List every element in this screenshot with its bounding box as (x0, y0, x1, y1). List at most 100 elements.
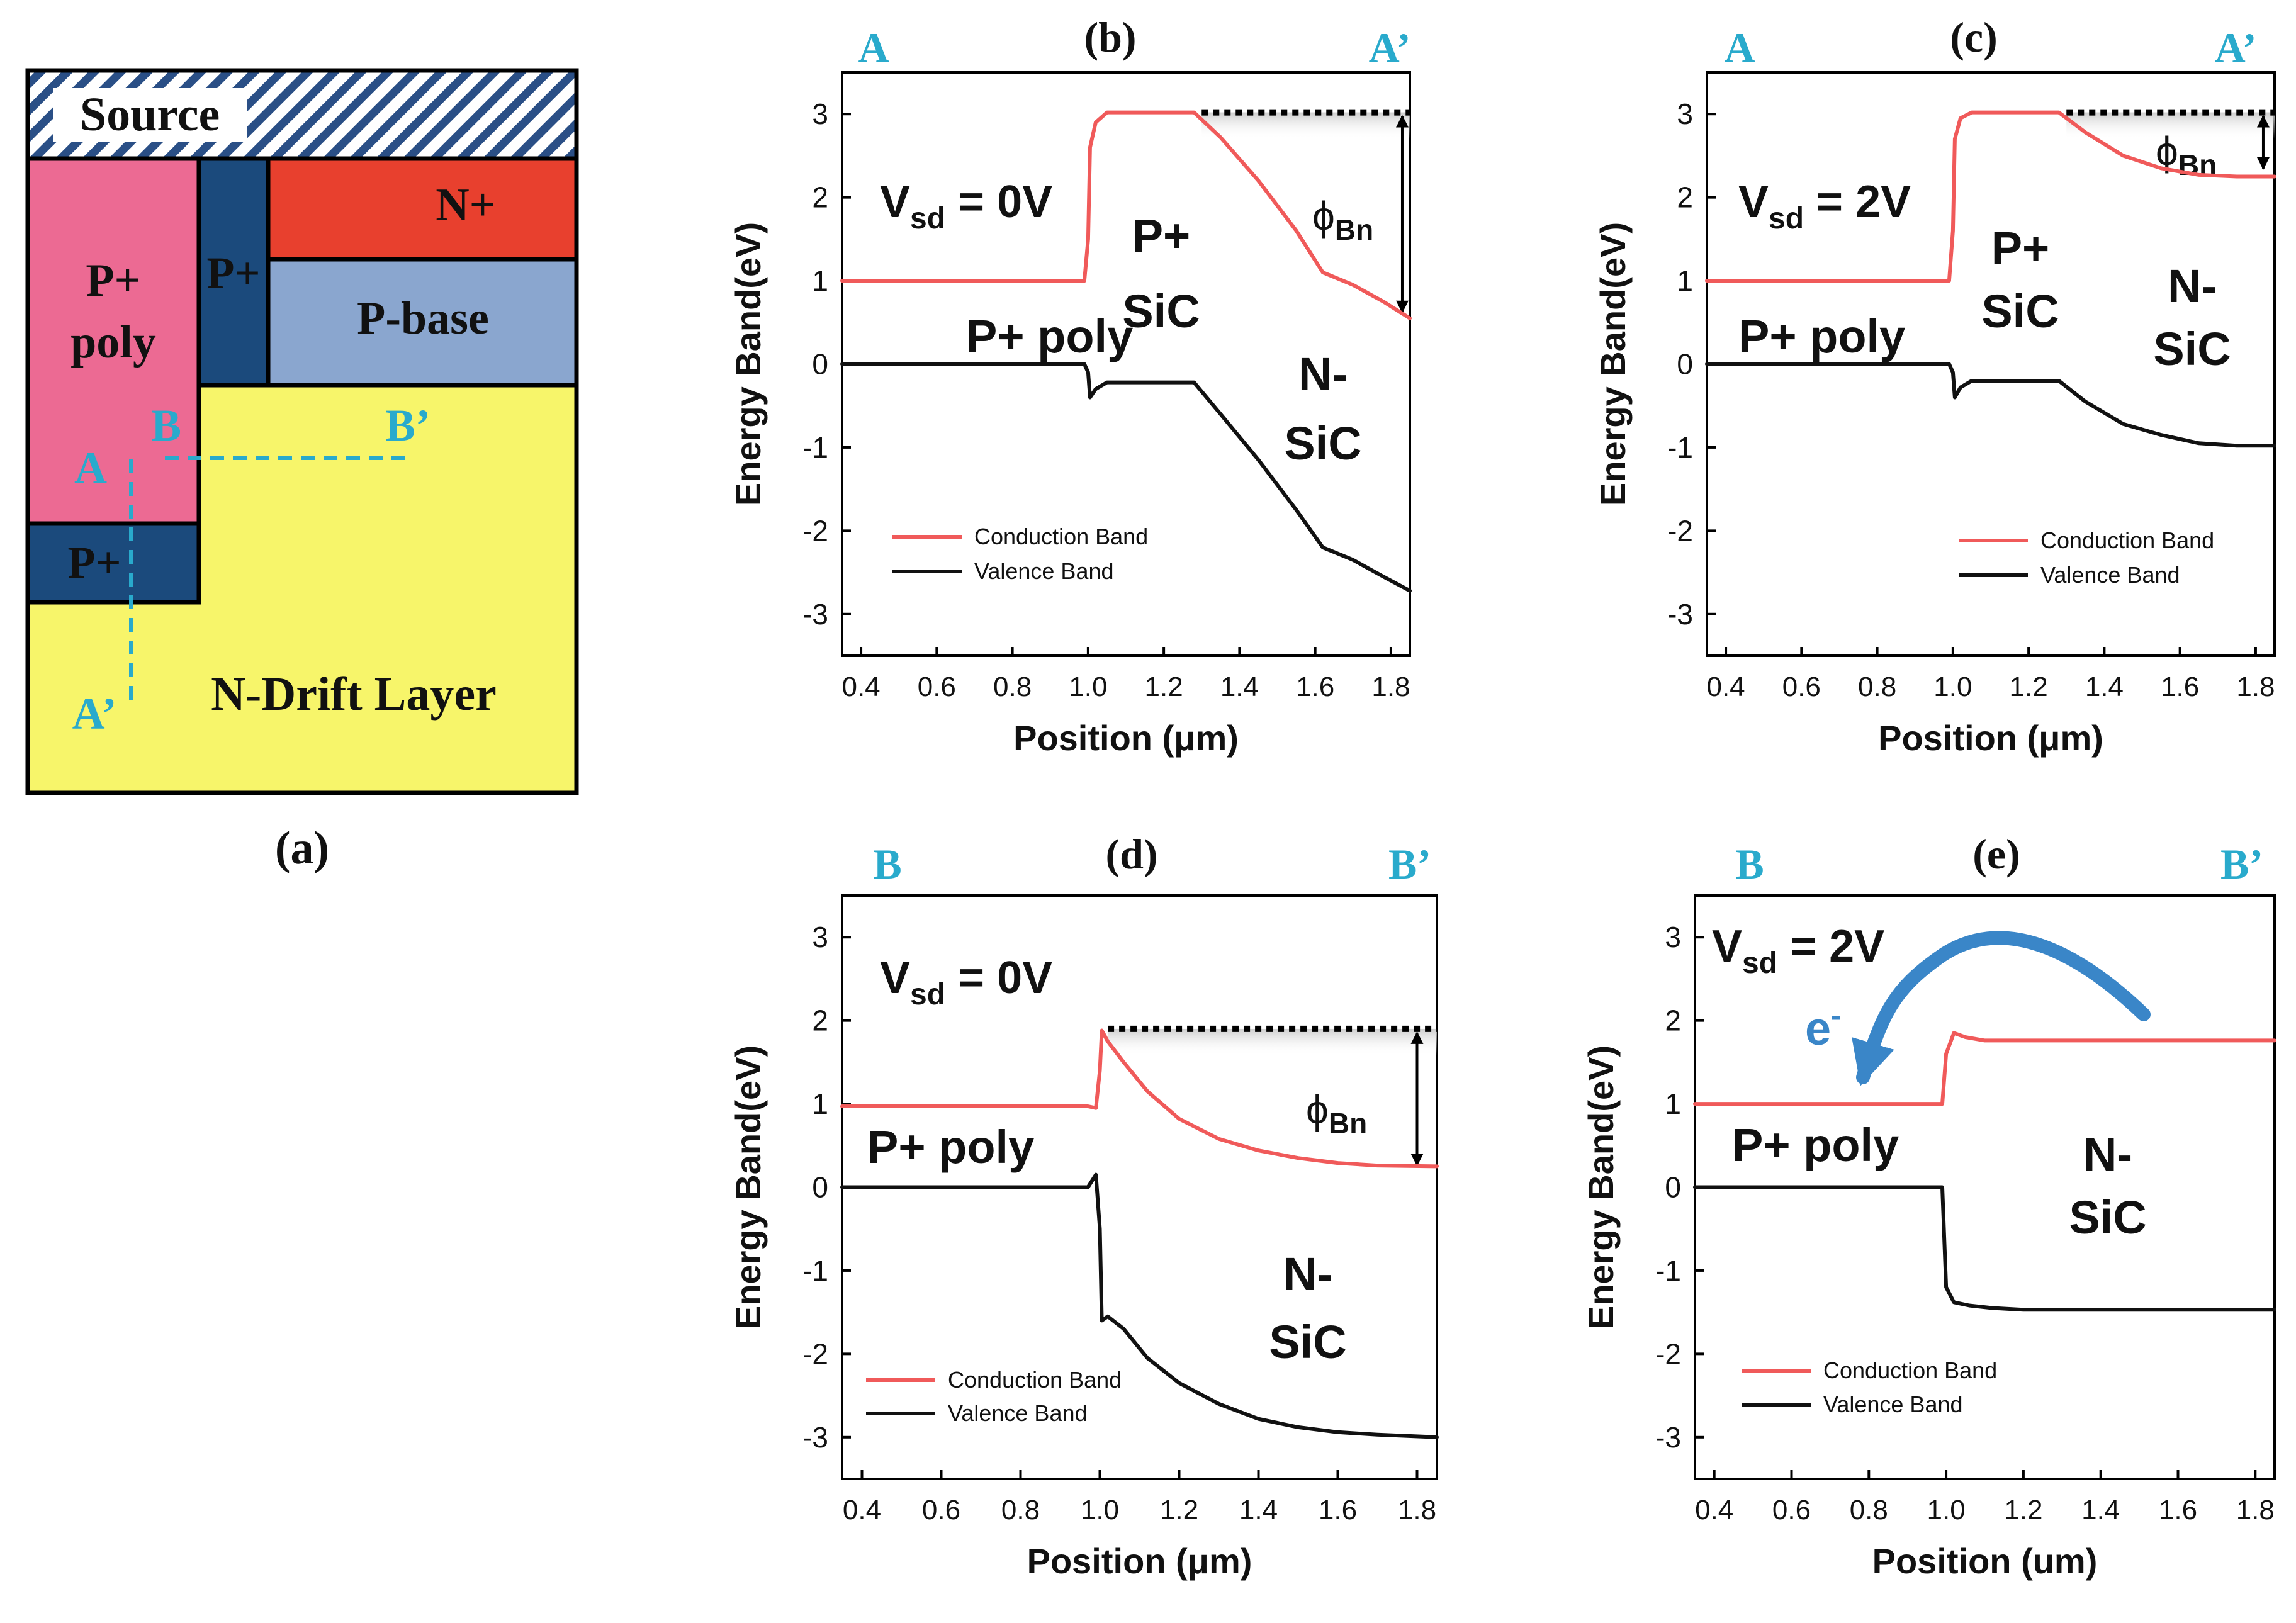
y-tick-label: -3 (802, 598, 828, 631)
x-tick-label: 1.8 (1398, 1495, 1436, 1525)
p-plus-lower-label: P+ (67, 537, 121, 588)
barrier-shading (1201, 112, 1410, 139)
region-label: SiC (1981, 285, 2059, 337)
region-label: SiC (2069, 1191, 2146, 1244)
voltage-label: Vsd = 0V (880, 177, 1052, 235)
barrier-shading (1108, 1028, 1437, 1055)
region-label: SiC (1284, 417, 1361, 469)
y-tick-label: -3 (1667, 598, 1693, 631)
x-tick-label: 1.4 (1220, 671, 1259, 702)
legend-entry: Conduction Band (2040, 527, 2214, 553)
y-tick-label: 2 (1677, 181, 1693, 214)
right-cut-marker: A’ (2215, 24, 2257, 72)
voltage-label: Vsd = 2V (1738, 177, 1911, 235)
valence-band-line (840, 362, 1412, 593)
y-axis-label: Energy Band(eV) (1581, 1045, 1621, 1329)
n-drift-label: N-Drift Layer (211, 668, 497, 721)
x-tick-label: 1.2 (1160, 1495, 1198, 1525)
x-tick-label: 1.2 (1145, 671, 1183, 702)
p-poly-label-line2: poly (70, 317, 156, 368)
y-tick-label: 0 (1677, 348, 1693, 381)
region-label: P+ poly (867, 1121, 1034, 1173)
conduction-band-line (1693, 1031, 2276, 1106)
y-tick-label: 0 (812, 348, 828, 381)
x-tick-label: 0.8 (1001, 1495, 1040, 1525)
x-tick-label: 1.6 (2161, 671, 2199, 702)
x-tick-label: 0.8 (993, 671, 1032, 702)
y-tick-label: 0 (1665, 1171, 1681, 1204)
chart-panel-c: -3 -2 -1 0 1 2 3 0.4 0.6 0.8 1.0 1.2 1.4 1.6 1.8 Positi… (1593, 13, 2276, 758)
electron-label: e- (1805, 999, 1841, 1055)
x-tick-label: 1.0 (1927, 1495, 1966, 1525)
region-label: N- (2083, 1128, 2132, 1181)
source-label-box (53, 88, 247, 142)
x-tick-label: 0.4 (1695, 1495, 1733, 1525)
p-plus-upper-label: P+ (206, 248, 260, 298)
panel-label: (e) (1972, 830, 2020, 878)
x-tick-label: 1.8 (1371, 671, 1410, 702)
y-tick-label: 2 (1665, 1004, 1681, 1037)
legend-entry: Conduction Band (1823, 1357, 1997, 1383)
legend-entry: Valence Band (2040, 562, 2180, 588)
panel-label: (b) (1084, 13, 1136, 61)
legend-entry: Valence Band (948, 1400, 1088, 1426)
n-plus-label: N+ (436, 179, 496, 231)
x-tick-label: 0.4 (841, 671, 880, 702)
voltage-label: Vsd = 0V (880, 953, 1052, 1011)
region-label: N- (1283, 1248, 1332, 1300)
voltage-label: Vsd = 2V (1712, 921, 1884, 980)
y-tick-label: -1 (1655, 1254, 1681, 1287)
x-axis-label: Position (μm) (1027, 1541, 1252, 1581)
y-tick-label: 3 (1677, 98, 1693, 130)
x-tick-label: 1.6 (1319, 1495, 1357, 1525)
y-tick-label: 0 (812, 1171, 828, 1204)
y-tick-label: -2 (1655, 1337, 1681, 1370)
p-poly-region (25, 156, 201, 526)
x-tick-label: 0.6 (1772, 1495, 1811, 1525)
y-tick-label: -2 (802, 1337, 828, 1370)
region-label: P+ (1991, 222, 2050, 274)
x-tick-label: 1.8 (2236, 671, 2275, 702)
chart-panel-e: -3 -2 -1 0 1 2 3 0.4 0.6 0.8 1.0 1.2 1.4 1.6 1.8 Positi… (1581, 830, 2276, 1581)
y-tick-label: -1 (802, 1254, 828, 1287)
barrier-height-label: ϕBn (1312, 193, 1373, 246)
conduction-band-line (840, 1028, 1439, 1169)
x-tick-label: 0.6 (922, 1495, 960, 1525)
cut-b-prime-label: B’ (385, 400, 430, 451)
region-label: SiC (2153, 323, 2231, 375)
region-label: N- (1298, 348, 1348, 400)
y-tick-label: 1 (812, 264, 828, 297)
y-tick-label: -3 (802, 1421, 828, 1454)
x-tick-label: 0.8 (1850, 1495, 1888, 1525)
cut-a-label: A (74, 443, 107, 493)
y-axis-label: Energy Band(eV) (728, 222, 768, 506)
y-tick-label: 3 (812, 98, 828, 130)
region-label: P+ (1132, 210, 1191, 262)
x-tick-label: 0.4 (843, 1495, 881, 1525)
panel-a-caption: (a) (275, 823, 329, 874)
y-axis-label: Energy Band(eV) (1593, 222, 1633, 506)
region-label: N- (2168, 260, 2217, 312)
x-tick-label: 1.0 (1069, 671, 1107, 702)
x-tick-label: 1.6 (1296, 671, 1334, 702)
x-tick-label: 1.0 (1081, 1495, 1119, 1525)
y-tick-label: 2 (812, 1004, 828, 1037)
y-tick-label: 1 (1677, 264, 1693, 297)
left-cut-marker: A (1724, 24, 1755, 72)
x-tick-label: 1.8 (2236, 1495, 2275, 1525)
cut-b-label: B (151, 400, 181, 451)
p-base-label: P-base (357, 293, 489, 344)
p-poly-label-line1: P+ (86, 255, 140, 306)
device-cross-section: Source P+ poly P+ N+ P-base P+ N-Drift L… (25, 68, 579, 874)
y-tick-label: 1 (812, 1087, 828, 1120)
left-cut-marker: B (1735, 840, 1764, 888)
region-label: P+ poly (1738, 310, 1905, 362)
x-tick-label: 0.8 (1858, 671, 1896, 702)
legend-entry: Conduction Band (974, 524, 1148, 549)
valence-band-line (1693, 1185, 2276, 1312)
left-cut-marker: B (873, 840, 901, 888)
region-label: SiC (1269, 1316, 1346, 1368)
conduction-band-line (840, 110, 1412, 320)
x-tick-label: 1.2 (2004, 1495, 2042, 1525)
